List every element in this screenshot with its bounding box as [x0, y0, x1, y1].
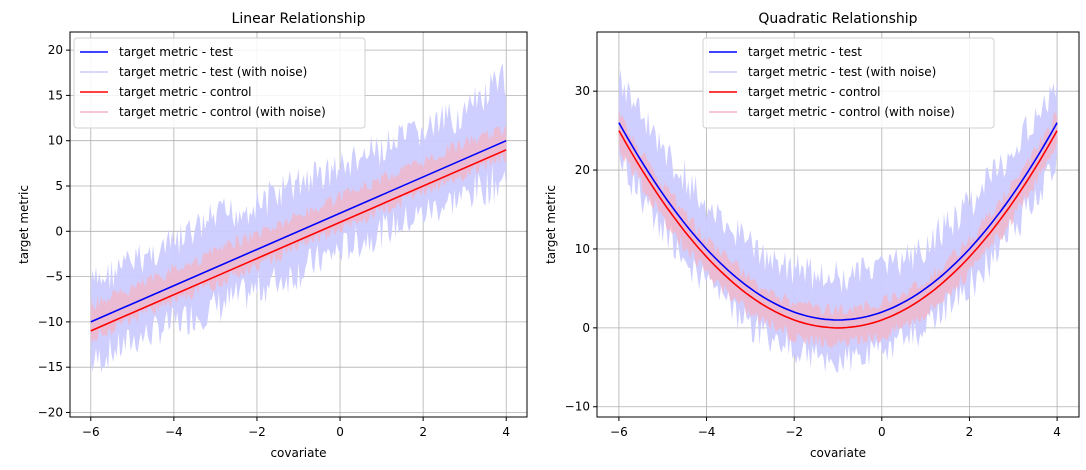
y-tick-label: 30: [575, 84, 590, 98]
legend-entry: target metric - test: [119, 45, 233, 59]
y-tick-label: −10: [38, 315, 63, 329]
control-series-line: [90, 149, 507, 332]
y-tick-label: 15: [48, 88, 63, 102]
control-noise-band: [618, 109, 1058, 348]
legend-entry: target metric - test (with noise): [748, 65, 936, 79]
plot-frame: [596, 31, 1080, 418]
y-tick-label: −15: [38, 360, 63, 374]
x-tick-label: −2: [785, 425, 803, 439]
y-tick-label: −10: [565, 400, 590, 414]
linear-chart: Linear Relationship covariate target met…: [17, 11, 528, 460]
legend-box: [73, 37, 366, 129]
x-tick-label: 4: [1053, 425, 1061, 439]
y-tick-label: 10: [48, 134, 63, 148]
y-axis-label: target metric: [17, 185, 31, 264]
test-series-line: [618, 122, 1058, 321]
legend-box: [702, 37, 995, 129]
test-noise-band: [618, 69, 1058, 373]
x-axis-label: covariate: [810, 446, 866, 460]
y-tick-label: −5: [45, 270, 63, 284]
chart-title: Linear Relationship: [232, 11, 366, 27]
x-tick-label: −6: [82, 425, 100, 439]
y-tick-label: 0: [582, 321, 590, 335]
x-tick-label: −4: [698, 425, 716, 439]
x-tick-label: −2: [248, 425, 266, 439]
x-tick-label: 4: [502, 425, 510, 439]
y-tick-label: −20: [38, 405, 63, 419]
chart-title: Quadratic Relationship: [758, 11, 917, 27]
x-tick-label: −4: [165, 425, 183, 439]
y-tick-label: 5: [55, 179, 63, 193]
y-tick-label: 0: [55, 224, 63, 238]
legend: target metric - test target metric - test…: [73, 37, 366, 129]
y-tick-label: 20: [48, 43, 63, 57]
control-noise-band: [90, 126, 507, 344]
legend-entry: target metric - control (with noise): [748, 105, 955, 119]
legend-entry: target metric - test (with noise): [119, 65, 307, 79]
x-tick-label: 0: [878, 425, 886, 439]
y-tick-label: 10: [575, 242, 590, 256]
x-axis-label: covariate: [270, 446, 326, 460]
y-tick-label: 20: [575, 163, 590, 177]
plot-frame: [69, 31, 528, 418]
control-series-line: [618, 130, 1058, 329]
test-series-line: [90, 139, 507, 323]
legend-entry: target metric - test: [748, 45, 862, 59]
y-axis-label: target metric: [544, 185, 558, 264]
legend-entry: target metric - control: [119, 85, 252, 99]
x-tick-label: 0: [336, 425, 344, 439]
x-tick-label: 2: [966, 425, 974, 439]
legend-entry: target metric - control: [748, 85, 881, 99]
legend: target metric - test target metric - test…: [702, 37, 995, 129]
x-tick-label: −6: [610, 425, 628, 439]
quadratic-chart: Quadratic Relationship covariate target …: [544, 11, 1080, 460]
legend-entry: target metric - control (with noise): [119, 105, 326, 119]
x-tick-label: 2: [419, 425, 427, 439]
